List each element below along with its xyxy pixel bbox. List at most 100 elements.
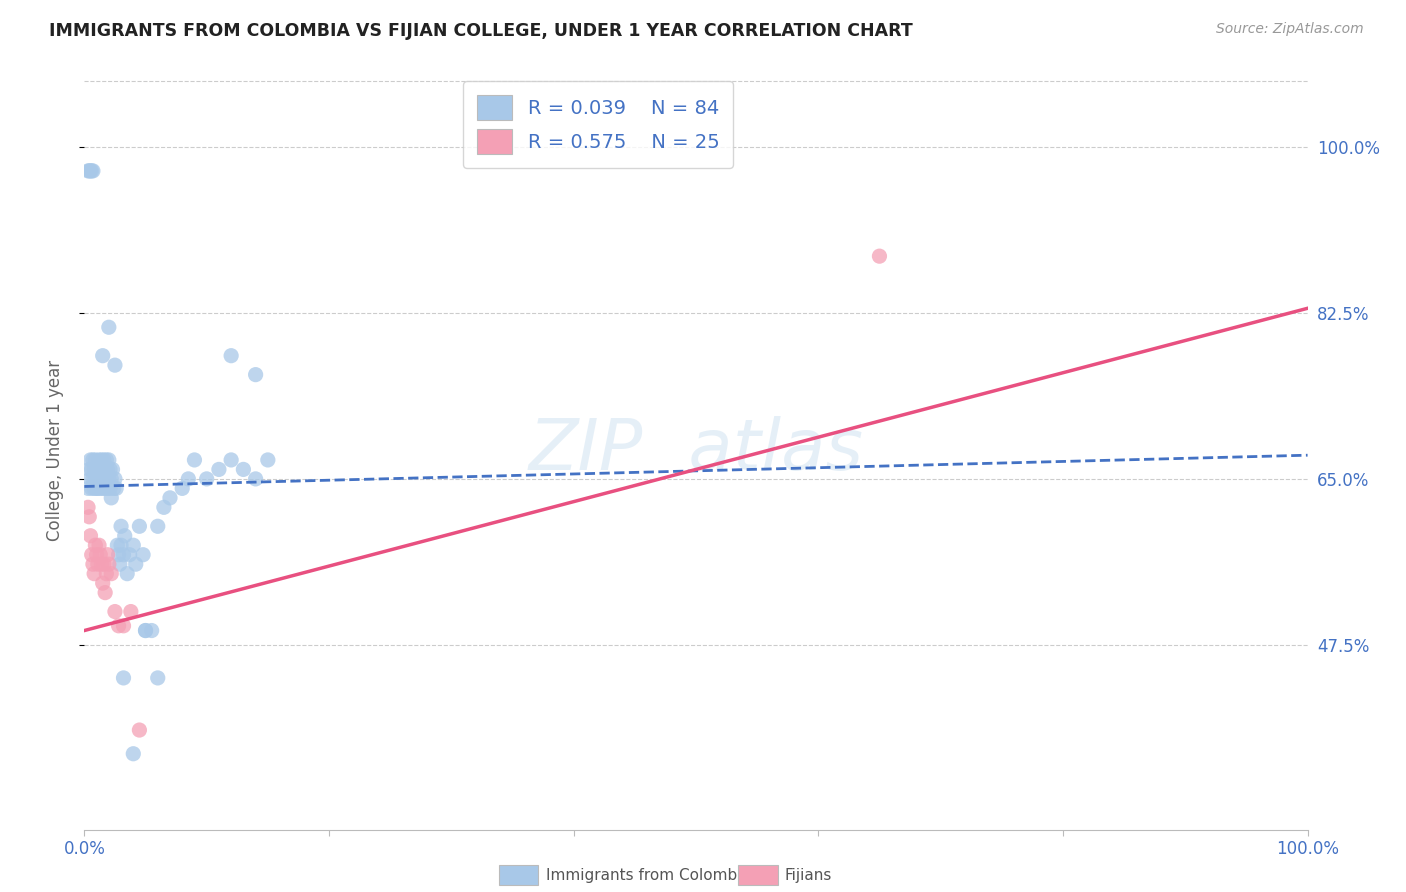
Legend: R = 0.039    N = 84, R = 0.575    N = 25: R = 0.039 N = 84, R = 0.575 N = 25 (464, 81, 733, 168)
Text: Fijians: Fijians (785, 868, 832, 882)
Point (128, 519, 150, 533)
Point (101, 462, 124, 476)
Point (97, 453, 120, 467)
Point (83, 462, 105, 476)
Point (80, 482, 103, 496)
Point (128, 723, 150, 737)
Point (93, 453, 115, 467)
Point (77, 164, 100, 178)
Point (89, 482, 111, 496)
Point (98, 482, 121, 496)
Point (245, 472, 267, 486)
Point (77, 164, 100, 178)
Text: Source: ZipAtlas.com: Source: ZipAtlas.com (1216, 22, 1364, 37)
Point (112, 619, 135, 633)
Point (153, 500, 176, 515)
Point (79, 472, 101, 486)
Point (90, 472, 112, 486)
Point (91, 576, 114, 591)
Point (82, 472, 104, 486)
Point (86, 482, 108, 496)
Point (91, 482, 114, 496)
Point (79, 164, 101, 178)
Point (132, 548, 155, 562)
Point (125, 557, 148, 572)
Point (122, 747, 145, 761)
Point (107, 548, 129, 562)
Point (90, 453, 112, 467)
Point (97, 462, 120, 476)
Point (195, 472, 218, 486)
Point (118, 548, 141, 562)
Point (87, 538, 110, 552)
Point (108, 557, 131, 572)
Point (172, 482, 194, 496)
Point (91, 462, 114, 476)
Point (100, 566, 122, 581)
Point (122, 538, 145, 552)
Point (104, 472, 127, 486)
Point (89, 548, 111, 562)
Point (83, 566, 105, 581)
Point (97, 472, 120, 486)
Point (112, 671, 135, 685)
Point (97, 482, 120, 496)
Point (177, 472, 200, 486)
Point (100, 472, 122, 486)
Point (219, 453, 242, 467)
Point (96, 453, 118, 467)
Point (135, 624, 157, 638)
Point (110, 538, 132, 552)
Point (146, 671, 169, 685)
Point (96, 566, 118, 581)
Point (120, 605, 142, 619)
Point (86, 462, 108, 476)
Point (107, 619, 129, 633)
Point (115, 566, 138, 581)
Point (87, 482, 110, 496)
Point (83, 482, 105, 496)
Point (257, 453, 280, 467)
Point (183, 453, 205, 467)
Point (82, 164, 104, 178)
Point (114, 529, 136, 543)
Point (104, 358, 127, 372)
Point (89, 462, 111, 476)
Point (80, 164, 103, 178)
Point (232, 462, 254, 476)
Point (97, 557, 120, 572)
Point (82, 453, 104, 467)
Point (98, 462, 121, 476)
Point (87, 557, 110, 572)
Point (219, 349, 242, 363)
Point (135, 624, 157, 638)
Point (77, 462, 100, 476)
Point (97, 320, 120, 334)
Point (84, 538, 107, 552)
Point (159, 491, 181, 505)
Point (77, 500, 100, 515)
Point (87, 453, 110, 467)
Point (84, 472, 107, 486)
Point (146, 519, 169, 533)
Point (84, 453, 107, 467)
Point (93, 557, 115, 572)
Point (79, 453, 101, 467)
Point (105, 538, 128, 552)
Point (94, 462, 117, 476)
Point (100, 491, 122, 505)
Point (105, 482, 128, 496)
Point (94, 482, 117, 496)
Point (80, 548, 103, 562)
Point (86, 472, 108, 486)
Point (110, 519, 132, 533)
Point (87, 472, 110, 486)
Point (79, 529, 101, 543)
Point (97, 548, 120, 562)
Text: ZIP  atlas: ZIP atlas (529, 416, 863, 485)
Point (93, 472, 115, 486)
Point (245, 368, 267, 382)
Point (96, 472, 118, 486)
Point (94, 585, 117, 599)
Point (208, 462, 231, 476)
